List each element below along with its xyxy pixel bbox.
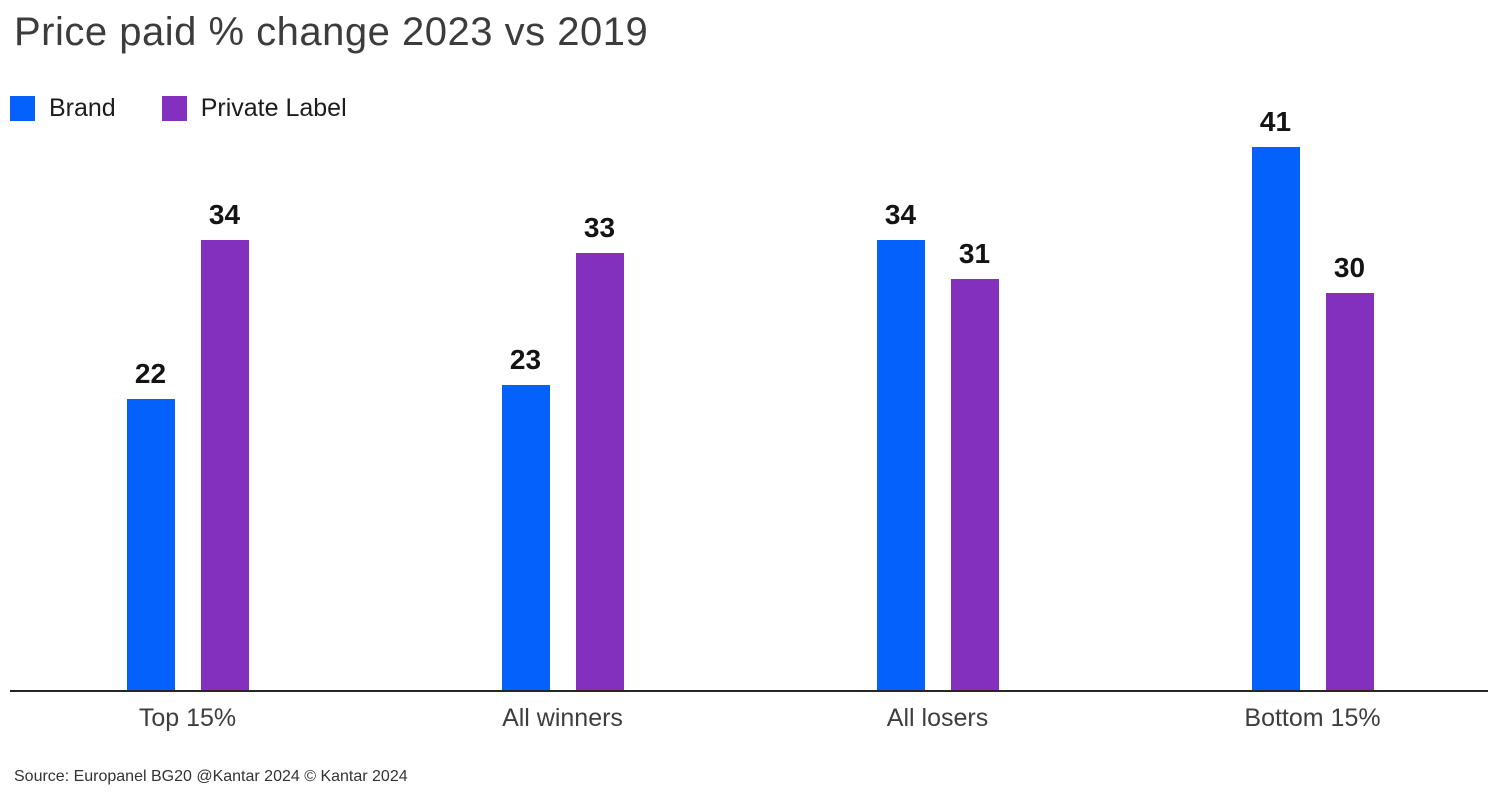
bar-brand <box>126 399 175 690</box>
bar-column-private-label: 34 <box>200 199 249 690</box>
bar-value-label: 34 <box>208 199 241 230</box>
x-axis-label-bottom-15-: Bottom 15% <box>1244 704 1381 732</box>
bar-column-private-label: 30 <box>1325 252 1374 690</box>
bar-column-private-label: 31 <box>950 238 999 690</box>
bar-value-label: 30 <box>1333 252 1366 283</box>
bar-brand <box>1251 147 1300 690</box>
bar-brand <box>876 240 925 690</box>
legend-swatch-brand <box>10 96 35 121</box>
bar-private-label <box>200 240 249 690</box>
x-axis-label-all-winners: All winners <box>502 704 623 732</box>
bar-brand <box>501 385 550 690</box>
plot-area: 22 34 23 33 34 31 41 30 <box>0 94 1500 690</box>
bar-group-top-15-: 22 34 <box>0 94 375 690</box>
x-axis-label-all-losers: All losers <box>886 704 989 732</box>
bar-private-label <box>575 253 624 690</box>
bar-value-label: 34 <box>884 199 917 230</box>
bar-private-label <box>950 279 999 690</box>
bar-column-private-label: 33 <box>575 212 624 690</box>
chart-title: Price paid % change 2023 vs 2019 <box>14 10 649 54</box>
legend-label: Brand <box>49 94 116 122</box>
bar-group-bottom-15-: 41 30 <box>1125 94 1500 690</box>
bar-private-label <box>1325 293 1374 690</box>
bar-group-all-winners: 23 33 <box>375 94 750 690</box>
bar-column-brand: 34 <box>876 199 925 690</box>
legend-label: Private Label <box>200 94 347 122</box>
x-axis-line <box>10 690 1488 692</box>
bar-value-label: 33 <box>583 212 616 243</box>
bar-column-brand: 41 <box>1251 106 1300 690</box>
bar-column-brand: 22 <box>126 358 175 690</box>
source-note: Source: Europanel BG20 @Kantar 2024 © Ka… <box>14 768 408 785</box>
bar-group-all-losers: 34 31 <box>750 94 1125 690</box>
legend-item-brand: Brand <box>10 94 116 123</box>
bar-value-label: 41 <box>1259 106 1292 137</box>
legend-swatch-private-label <box>161 96 187 121</box>
chart-legend: Brand Private Label <box>10 94 347 123</box>
bar-value-label: 22 <box>134 358 167 389</box>
x-axis-labels: Top 15% All winners All losers Bottom 15% <box>0 704 1500 733</box>
legend-item-private-label: Private Label <box>161 94 347 123</box>
bar-value-label: 23 <box>509 344 542 375</box>
bar-value-label: 31 <box>958 238 991 269</box>
bar-column-brand: 23 <box>501 344 550 690</box>
x-axis-label-top-15-: Top 15% <box>138 704 237 732</box>
